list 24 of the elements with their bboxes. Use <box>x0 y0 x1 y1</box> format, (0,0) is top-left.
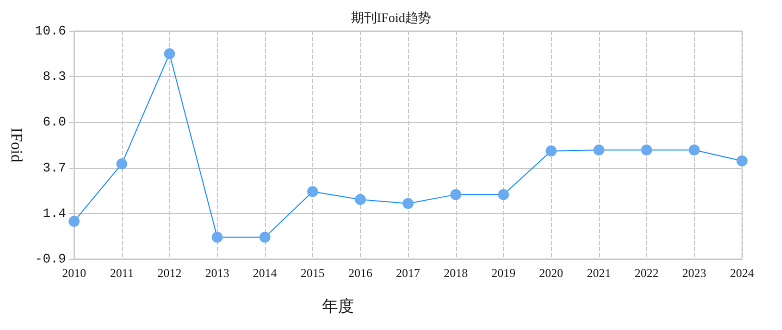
x-tick-label: 2010 <box>62 266 86 280</box>
x-tick-label: 2017 <box>396 266 420 280</box>
y-tick-label: 10.6 <box>34 24 66 38</box>
y-tick-label: 3.7 <box>42 160 66 176</box>
y-tick-label: 6.0 <box>42 114 66 130</box>
x-axis-title: 年度 <box>322 298 354 316</box>
y-tick-label: 8.3 <box>42 69 66 84</box>
x-tick-label: 2024 <box>730 266 754 280</box>
y-axis-title: IFoid <box>8 128 24 162</box>
x-tick-label: 2021 <box>586 266 611 280</box>
y-tick-label: 1.4 <box>42 206 66 221</box>
x-tick-label: 2015 <box>300 266 325 280</box>
x-tick-label: 2020 <box>539 266 564 280</box>
x-tick-label: 2013 <box>205 266 230 280</box>
x-tick-label: 2023 <box>682 266 706 280</box>
x-tick-label: 2022 <box>634 266 659 280</box>
chart-title: 期刊IFoid趋势 <box>350 10 432 25</box>
y-tick-label: -0.9 <box>34 252 66 266</box>
x-tick-label: 2011 <box>110 266 134 280</box>
x-tick-label: 2019 <box>491 266 516 280</box>
x-tick-label: 2018 <box>444 266 468 280</box>
x-tick-label: 2014 <box>252 266 277 280</box>
x-tick-label: 2012 <box>158 266 182 280</box>
x-tick-label: 2016 <box>348 266 372 280</box>
